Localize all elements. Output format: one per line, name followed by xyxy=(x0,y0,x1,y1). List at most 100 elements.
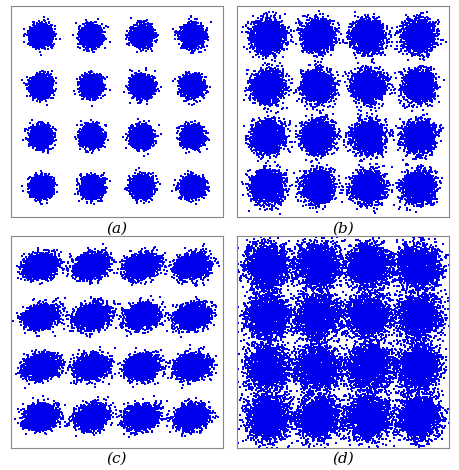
Point xyxy=(140,260,147,268)
Point xyxy=(135,412,142,420)
Point xyxy=(91,78,98,86)
Point xyxy=(366,348,374,355)
Point xyxy=(358,132,366,139)
Point xyxy=(266,86,273,94)
Point xyxy=(381,31,389,38)
Point xyxy=(179,272,186,280)
Point xyxy=(35,267,43,274)
Point xyxy=(44,361,51,369)
Point xyxy=(192,181,200,188)
Point xyxy=(34,132,42,139)
Point xyxy=(92,182,100,189)
Point xyxy=(134,144,141,151)
Point xyxy=(30,135,38,142)
Point xyxy=(78,424,85,432)
Point xyxy=(187,417,194,424)
Point xyxy=(359,137,366,144)
Point xyxy=(368,83,375,91)
Point xyxy=(408,125,415,133)
Point xyxy=(366,68,374,75)
Point xyxy=(313,28,320,35)
Point xyxy=(135,137,142,145)
Point xyxy=(243,184,250,192)
Point xyxy=(95,38,102,46)
Point xyxy=(270,250,277,257)
Point xyxy=(412,74,420,82)
Point xyxy=(359,27,367,35)
Point xyxy=(131,313,138,321)
Point xyxy=(331,364,338,371)
Point xyxy=(418,372,425,379)
Point xyxy=(49,262,56,270)
Point xyxy=(190,34,197,41)
Point xyxy=(258,375,266,382)
Point xyxy=(324,377,331,385)
Point xyxy=(260,83,267,90)
Point xyxy=(372,320,380,328)
Point xyxy=(261,130,269,137)
Point xyxy=(319,266,327,274)
Point xyxy=(141,85,148,93)
Point xyxy=(324,262,331,270)
Point xyxy=(128,265,135,273)
Point xyxy=(363,371,370,379)
Point xyxy=(192,24,200,31)
Point xyxy=(85,189,93,196)
Point xyxy=(185,81,193,88)
Point xyxy=(318,86,325,94)
Point xyxy=(195,135,202,143)
Point xyxy=(75,253,82,261)
Point xyxy=(261,356,269,363)
Point xyxy=(313,127,320,134)
Point xyxy=(39,370,47,378)
Point xyxy=(307,131,314,138)
Point xyxy=(322,96,330,104)
Point xyxy=(35,186,42,193)
Point xyxy=(298,251,305,259)
Point xyxy=(192,190,200,197)
Point xyxy=(99,29,106,36)
Point xyxy=(135,370,143,378)
Point xyxy=(32,268,39,276)
Point xyxy=(134,82,142,89)
Point xyxy=(422,425,429,432)
Point xyxy=(358,311,365,319)
Point xyxy=(90,255,98,262)
Point xyxy=(316,145,324,153)
Point xyxy=(321,423,328,430)
Point xyxy=(361,414,368,421)
Point xyxy=(369,174,377,181)
Point xyxy=(425,31,433,39)
Point xyxy=(44,423,51,431)
Point xyxy=(37,120,45,128)
Point xyxy=(35,139,42,146)
Point xyxy=(42,124,50,131)
Point xyxy=(370,94,378,101)
Point xyxy=(257,175,265,183)
Point xyxy=(305,352,313,359)
Point xyxy=(73,369,80,376)
Point xyxy=(35,34,43,42)
Point xyxy=(282,310,289,318)
Point xyxy=(313,422,320,429)
Point xyxy=(403,28,410,36)
Point xyxy=(145,24,152,31)
Point xyxy=(314,184,321,192)
Point xyxy=(137,84,144,91)
Point xyxy=(145,184,152,192)
Point xyxy=(424,320,431,328)
Point xyxy=(93,180,100,188)
Point xyxy=(145,84,152,91)
Point xyxy=(41,180,49,187)
Point xyxy=(308,133,315,141)
Point xyxy=(96,318,103,326)
Point xyxy=(133,80,140,88)
Point xyxy=(190,138,197,145)
Point xyxy=(79,133,87,141)
Point xyxy=(253,121,261,128)
Point xyxy=(320,119,328,127)
Point xyxy=(427,272,434,279)
Point xyxy=(405,314,413,321)
Point xyxy=(309,398,317,406)
Point xyxy=(52,409,59,416)
